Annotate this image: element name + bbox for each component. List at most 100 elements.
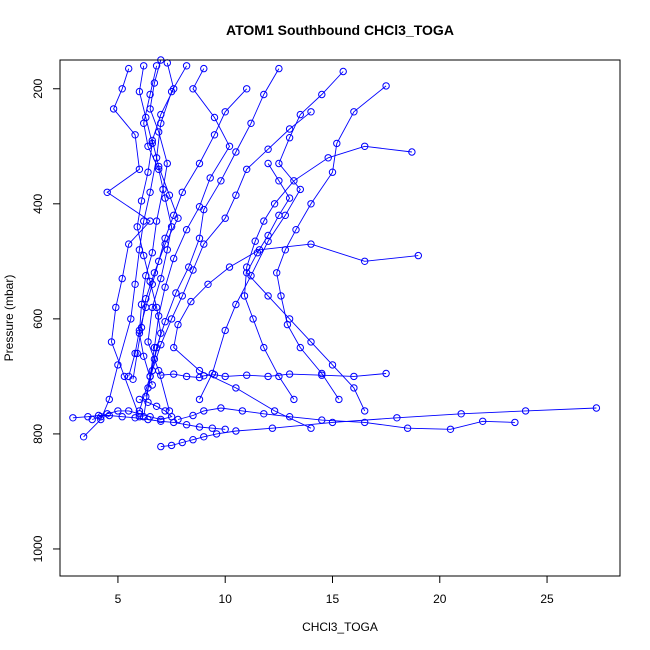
series-16 (133, 62, 165, 392)
x-axis: 5 10 15 20 25 (115, 575, 554, 606)
x-axis-label: CHCl3_TOGA (302, 620, 378, 634)
data-point (521, 407, 530, 415)
data-point (170, 85, 178, 93)
data-point (182, 226, 191, 234)
series-line (173, 243, 419, 429)
data-point (125, 372, 133, 381)
data-point (511, 418, 519, 427)
data-point (393, 414, 401, 422)
data-point (79, 433, 88, 441)
series-8 (170, 240, 422, 432)
data-point (208, 424, 217, 432)
data-point (105, 411, 114, 420)
data-point (135, 165, 144, 174)
y-tick-label: 1000 (31, 535, 45, 562)
data-point (148, 249, 157, 257)
data-point (361, 257, 369, 265)
data-point (131, 349, 139, 358)
data-point (243, 269, 251, 277)
data-point (140, 352, 148, 360)
data-point (152, 303, 161, 312)
series-line (143, 68, 280, 417)
y-axis: 200 400 600 800 1000 (31, 78, 61, 562)
data-point (178, 188, 187, 197)
data-point (157, 417, 165, 425)
series-3 (135, 64, 234, 415)
data-point (361, 142, 369, 151)
data-point (125, 240, 133, 248)
data-point (120, 372, 129, 381)
data-point (200, 240, 208, 248)
data-point (182, 421, 191, 429)
data-point (159, 185, 167, 194)
data-point (264, 372, 272, 381)
data-point (277, 292, 285, 300)
data-point (103, 188, 111, 197)
data-point (195, 373, 204, 382)
data-point (105, 395, 114, 404)
data-point (157, 341, 165, 349)
data-point (142, 295, 150, 303)
data-point (221, 372, 229, 381)
data-point (251, 237, 259, 245)
data-point (232, 384, 240, 392)
data-point (170, 343, 178, 352)
series-line (276, 85, 387, 400)
data-point (350, 108, 358, 116)
data-point (161, 234, 169, 243)
data-point (307, 108, 315, 116)
data-point (260, 343, 268, 352)
series-7 (240, 142, 416, 404)
series-13 (69, 411, 229, 433)
data-point (170, 254, 178, 263)
data-point (328, 361, 337, 369)
data-point (150, 355, 159, 363)
data-point (165, 191, 174, 199)
data-point (275, 177, 283, 185)
series-9 (157, 404, 601, 451)
data-point (125, 407, 133, 415)
data-point (238, 407, 247, 415)
data-point (210, 113, 219, 122)
data-point (212, 430, 221, 438)
data-point (167, 441, 176, 450)
data-point (135, 395, 144, 404)
x-tick-label: 20 (433, 592, 447, 606)
data-point (285, 194, 294, 202)
data-point (221, 326, 229, 335)
data-point (275, 211, 283, 220)
data-point (142, 392, 150, 401)
data-point (240, 292, 249, 300)
series-line (128, 88, 248, 377)
y-axis-label: Pressure (mbar) (2, 275, 16, 362)
data-point (247, 119, 255, 128)
data-point (103, 410, 111, 418)
data-point (127, 315, 135, 323)
data-point (350, 384, 358, 392)
data-point (221, 425, 229, 433)
x-tick-label: 25 (540, 592, 554, 606)
data-point (264, 159, 272, 168)
data-point (232, 191, 240, 199)
data-point (361, 418, 369, 427)
data-point (69, 414, 77, 422)
series-1 (103, 64, 154, 421)
data-point (200, 407, 208, 415)
data-point (144, 168, 152, 176)
data-point (275, 64, 283, 73)
data-point (155, 257, 163, 265)
data-point (148, 366, 157, 375)
data-point (275, 159, 283, 168)
data-point (189, 85, 197, 93)
data-point (137, 197, 146, 205)
data-point (150, 79, 159, 87)
data-point (144, 338, 152, 346)
data-point (268, 424, 277, 432)
data-point (339, 67, 347, 76)
data-point (152, 402, 161, 410)
data-point (382, 369, 390, 378)
series-line (145, 111, 312, 397)
series-6 (273, 82, 390, 404)
data-point (152, 217, 161, 225)
